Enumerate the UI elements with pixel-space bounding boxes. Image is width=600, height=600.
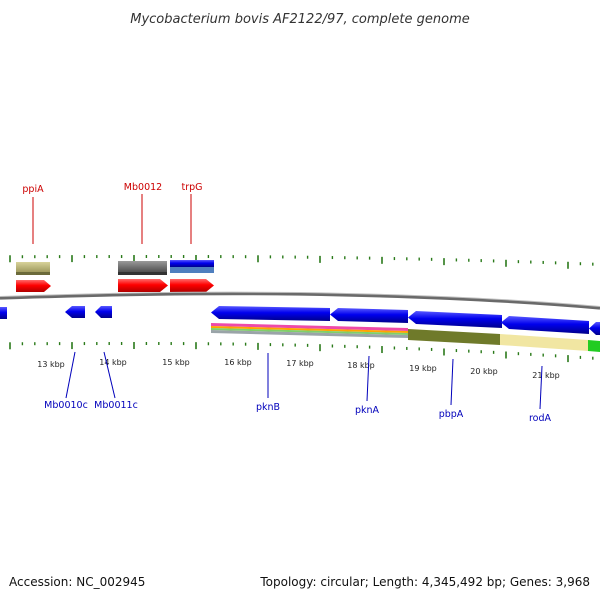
leader-line-pbpA <box>450 358 454 406</box>
feature-block-ppiA <box>16 262 50 272</box>
gene-arrow-edge-right <box>589 322 600 335</box>
gene-arrow-rodA <box>501 316 589 334</box>
gene-arrow-edge-left <box>0 307 7 319</box>
leader-line-Mb0011c <box>103 351 116 399</box>
gene-arrow-Mb0012 <box>118 279 168 292</box>
gene-labels-bottom: Mb0010c Mb0011c pknB pknA pbpA rodA <box>44 351 552 424</box>
gene-arrow-Mb0010c <box>65 306 85 318</box>
leader-line-pknA <box>366 355 370 402</box>
scale-label-15: 15 kbp <box>162 358 190 367</box>
scale-label-18: 18 kbp <box>347 361 375 370</box>
feature-block-trpG <box>170 260 214 267</box>
band-pale-yellow <box>500 334 588 351</box>
gene-arrow-pknB <box>211 306 330 321</box>
gene-label-Mb0010c[interactable]: Mb0010c <box>44 400 88 411</box>
band-olive <box>408 329 500 345</box>
topology-text: Topology: circular; Length: 4,345,492 bp… <box>259 575 590 589</box>
band-bright-green <box>588 340 600 352</box>
leader-line-rodA <box>539 365 543 410</box>
scale-label-14: 14 kbp <box>99 358 127 367</box>
scale-label-16: 16 kbp <box>224 358 252 367</box>
scale-label-13: 13 kbp <box>37 360 65 369</box>
scale-label-19: 19 kbp <box>409 364 437 373</box>
gene-label-trpG[interactable]: trpG <box>181 182 202 193</box>
gene-arrow-Mb0011c <box>95 306 112 318</box>
band-grey <box>211 330 408 338</box>
gene-arrow-pbpA <box>408 311 502 328</box>
gene-label-pknA[interactable]: pknA <box>355 405 380 416</box>
scale-label-21: 21 kbp <box>532 371 560 380</box>
scale-label-17: 17 kbp <box>286 359 314 368</box>
gene-arrow-ppiA <box>16 280 51 292</box>
leader-line-Mb0010c <box>65 351 76 399</box>
feature-underline-ppiA <box>16 272 50 275</box>
forward-strand-genes <box>16 279 214 292</box>
band-magenta <box>211 323 408 331</box>
gene-arrow-trpG <box>170 279 214 292</box>
gene-label-rodA[interactable]: rodA <box>529 413 552 424</box>
band-green <box>211 328 408 335</box>
gene-arrow-pknA <box>330 308 408 323</box>
band-orange <box>211 326 408 333</box>
genome-backbone <box>0 292 600 310</box>
feature-underline-trpG <box>170 267 214 273</box>
feature-bands-lower <box>211 323 600 352</box>
gene-label-ppiA[interactable]: ppiA <box>22 184 44 195</box>
gene-label-Mb0012[interactable]: Mb0012 <box>124 182 162 193</box>
feature-block-Mb0012 <box>118 261 167 272</box>
gene-label-pbpA[interactable]: pbpA <box>439 409 464 420</box>
map-title: Mycobacterium bovis AF2122/97, complete … <box>130 12 469 27</box>
scale-label-20: 20 kbp <box>470 367 498 376</box>
gene-labels-top: ppiA Mb0012 trpG <box>22 182 203 244</box>
scale-ticks-bottom <box>9 342 594 363</box>
feature-underline-Mb0012 <box>118 272 167 275</box>
accession-text: Accession: NC_002945 <box>9 575 145 589</box>
feature-row-upper <box>16 260 214 275</box>
scale-labels: 13 kbp 14 kbp 15 kbp 16 kbp 17 kbp 18 kb… <box>37 358 560 380</box>
gene-label-pknB[interactable]: pknB <box>256 402 280 413</box>
scale-ticks-top <box>9 255 594 269</box>
reverse-strand-genes <box>0 306 600 335</box>
gene-label-Mb0011c[interactable]: Mb0011c <box>94 400 138 411</box>
